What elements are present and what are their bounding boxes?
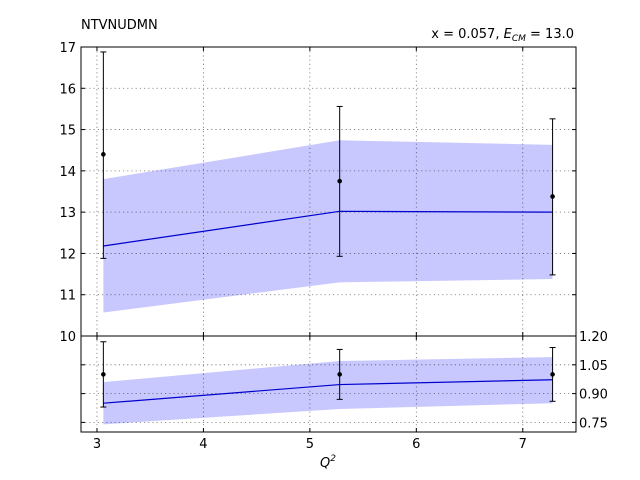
main-ytick-label-17: 17 [59,41,76,56]
xtick-label-4: 4 [199,437,207,452]
subtitle-ecm-value: = 13.0 [526,27,574,42]
main-data-point-2 [550,194,555,199]
x-axis-label-base: Q [320,456,330,471]
main-ytick-label-14: 14 [59,165,76,180]
main-theory-band-layer [103,140,553,313]
main-theory-band [103,140,553,313]
chart-subtitle: x = 0.057, ECM = 13.0 [431,27,574,44]
chart-title: NTVNUDMN [81,18,158,33]
subtitle-prefix: x = 0.057, [431,27,503,42]
main-y-axis: 10 11 12 13 14 15 16 17 [59,41,576,345]
main-ytick-label-12: 12 [59,247,76,262]
x-axis: 3 4 5 6 7 [93,336,527,452]
xtick-label-5: 5 [306,437,314,452]
xtick-label-7: 7 [519,437,527,452]
ratio-ytick-label-0.75: 0.75 [579,416,608,431]
main-x-tick-marks [96,47,524,336]
x-axis-label-sup: 2 [330,454,336,464]
ratio-data-point-2 [550,372,555,377]
main-ytick-label-16: 16 [59,82,76,97]
ratio-axes-frame [80,335,577,433]
main-data-point-layer [101,152,555,199]
ratio-theory-band-layer [103,357,553,425]
main-ytick-label-11: 11 [59,289,76,304]
ratio-data-point-0 [101,372,106,377]
ratio-data-point-1 [337,372,342,377]
subtitle-ecm-sub: CM [512,34,526,44]
ratio-ytick-label-1.20: 1.20 [579,330,608,345]
main-ytick-label-13: 13 [59,206,76,221]
ratio-theory-band [103,357,553,425]
ratio-panel: 0.75 0.90 1.05 1.20 3 4 5 6 7 [80,330,608,452]
ratio-ytick-label-1.05: 1.05 [579,359,608,374]
main-ytick-label-10: 10 [59,330,76,345]
x-axis-label: Q2 [320,454,336,471]
ratio-data-point-layer [101,372,555,377]
xtick-label-3: 3 [93,437,101,452]
xtick-label-6: 6 [412,437,420,452]
ratio-ytick-label-0.90: 0.90 [579,388,608,403]
main-ytick-label-15: 15 [59,124,76,139]
ratio-y-axis: 0.75 0.90 1.05 1.20 [81,330,608,431]
main-data-point-0 [101,152,106,157]
main-data-point-1 [337,178,342,184]
subtitle-ecm-symbol: E [504,27,513,42]
